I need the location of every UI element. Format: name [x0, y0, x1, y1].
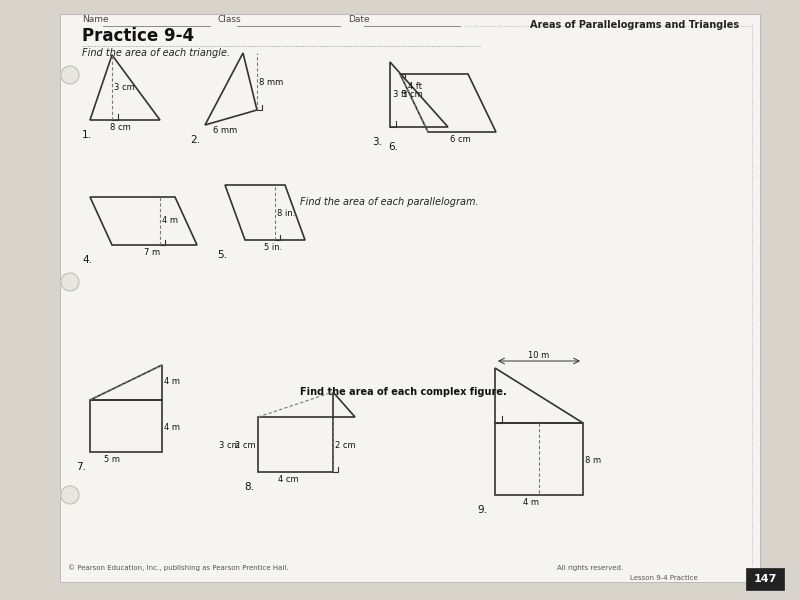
Text: Practice 9-4: Practice 9-4	[82, 27, 194, 45]
Circle shape	[61, 273, 79, 291]
Text: Date: Date	[348, 15, 370, 24]
Bar	[495, 423, 583, 495]
Text: Areas of Parallelograms and Triangles: Areas of Parallelograms and Triangles	[530, 20, 739, 30]
Text: 4 cm: 4 cm	[278, 475, 298, 484]
FancyBboxPatch shape	[746, 568, 784, 590]
Text: 9.: 9.	[477, 505, 487, 515]
Text: 3 cm: 3 cm	[402, 90, 422, 99]
Text: 4 m: 4 m	[162, 216, 178, 225]
Text: 10 m: 10 m	[528, 351, 550, 360]
Text: 5.: 5.	[217, 250, 227, 260]
Text: 5 m: 5 m	[104, 455, 120, 464]
Text: All rights reserved.: All rights reserved.	[557, 565, 623, 571]
Text: © Pearson Education, Inc., publishing as Pearson Prentice Hall.: © Pearson Education, Inc., publishing as…	[68, 565, 289, 571]
Circle shape	[61, 486, 79, 504]
Text: 4 m: 4 m	[164, 423, 180, 432]
Text: 4.: 4.	[82, 255, 92, 265]
Text: 5 in.: 5 in.	[264, 243, 282, 252]
Text: 8 in.: 8 in.	[277, 209, 295, 218]
Text: 3 cm: 3 cm	[219, 441, 240, 450]
Text: 8.: 8.	[244, 482, 254, 492]
Text: Class: Class	[218, 15, 242, 24]
Text: 7.: 7.	[76, 462, 86, 472]
Text: Lesson 9-4 Practice: Lesson 9-4 Practice	[630, 575, 698, 581]
Text: 2.: 2.	[190, 135, 200, 145]
Text: 3 ft: 3 ft	[393, 90, 407, 99]
Text: 2 cm: 2 cm	[335, 441, 356, 450]
Text: 6.: 6.	[388, 142, 398, 152]
Text: 8 m: 8 m	[585, 456, 601, 465]
Text: Find the area of each parallelogram.: Find the area of each parallelogram.	[300, 197, 478, 207]
Text: 6 cm: 6 cm	[450, 135, 470, 144]
Text: 6 mm: 6 mm	[213, 126, 237, 135]
Text: 8 cm: 8 cm	[110, 123, 130, 132]
Text: 7 m: 7 m	[144, 248, 160, 257]
Text: 1.: 1.	[82, 130, 92, 140]
Text: 4 m: 4 m	[523, 498, 539, 507]
Text: Find the area of each triangle.: Find the area of each triangle.	[82, 48, 230, 58]
Circle shape	[61, 66, 79, 84]
Text: 2 cm: 2 cm	[235, 441, 256, 450]
Text: 4 ft: 4 ft	[408, 82, 422, 91]
Text: 147: 147	[754, 574, 777, 584]
Text: 3 cm: 3 cm	[114, 83, 134, 92]
Text: Find the area of each complex figure.: Find the area of each complex figure.	[300, 387, 506, 397]
Bar	[258, 417, 333, 472]
Bar	[90, 400, 162, 452]
Text: Name: Name	[82, 15, 109, 24]
Text: 4 m: 4 m	[164, 377, 180, 386]
FancyBboxPatch shape	[60, 14, 760, 582]
Text: 3.: 3.	[372, 137, 382, 147]
Text: 8 mm: 8 mm	[259, 78, 283, 87]
